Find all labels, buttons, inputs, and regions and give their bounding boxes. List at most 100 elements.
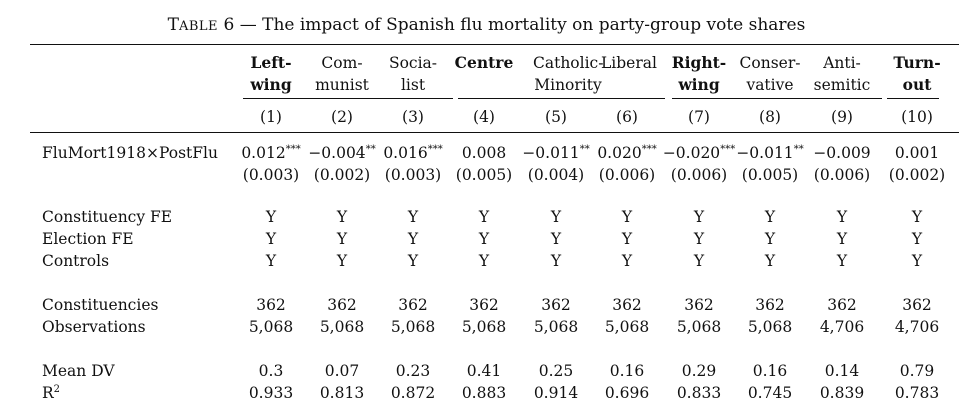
- group-rule-turnout: [887, 98, 939, 99]
- header-col-3-line2: list: [400, 76, 426, 94]
- se-col-2: (0.002): [313, 166, 371, 184]
- header-col-5-line1: Catholic-: [533, 54, 604, 72]
- controls-col-4: Y: [478, 252, 490, 270]
- controls-col-7: Y: [693, 252, 705, 270]
- election_fe-col-9: Y: [836, 230, 848, 248]
- constituencies-col-10: 362: [902, 296, 932, 314]
- constituency_fe-col-4: Y: [478, 208, 490, 226]
- controls-col-1: Y: [265, 252, 277, 270]
- election_fe-col-3: Y: [407, 230, 419, 248]
- header-col-3-number: (3): [402, 108, 424, 126]
- r2-col-8: 0.745: [747, 384, 793, 402]
- controls-col-3: Y: [407, 252, 419, 270]
- significance-stars: **: [579, 143, 590, 155]
- se-col-9: (0.006): [813, 166, 871, 184]
- constituencies-col-7: 362: [684, 296, 714, 314]
- controls-col-6: Y: [621, 252, 633, 270]
- controls-col-2: Y: [336, 252, 348, 270]
- election_fe-col-4: Y: [478, 230, 490, 248]
- se-col-6: (0.006): [598, 166, 656, 184]
- constituency_fe-col-2: Y: [336, 208, 348, 226]
- coef-col-4: 0.008: [461, 144, 507, 162]
- r-squared-superscript: 2: [53, 383, 61, 395]
- mean_dv-col-3: 0.23: [395, 362, 431, 380]
- coef-col-9: −0.009: [813, 144, 871, 162]
- constituency_fe-col-9: Y: [836, 208, 848, 226]
- header-col-7-number: (7): [688, 108, 710, 126]
- significance-stars: ***: [285, 143, 301, 155]
- observations-col-8: 5,068: [747, 318, 793, 336]
- mean_dv-col-2: 0.07: [324, 362, 360, 380]
- election_fe-col-1: Y: [265, 230, 277, 248]
- mean_dv-col-5: 0.25: [538, 362, 574, 380]
- header-col-8-number: (8): [759, 108, 781, 126]
- coef-col-2: −0.004**: [308, 143, 376, 162]
- r2-col-7: 0.833: [676, 384, 722, 402]
- constituencies-col-2: 362: [327, 296, 357, 314]
- mean_dv-col-9: 0.14: [824, 362, 860, 380]
- se-col-10: (0.002): [888, 166, 946, 184]
- significance-stars: ***: [720, 143, 736, 155]
- controls-col-5: Y: [550, 252, 562, 270]
- header-minority-label: Minority: [534, 76, 602, 94]
- header-bottom-rule: [30, 132, 959, 133]
- coef-col-5: −0.011**: [522, 143, 590, 162]
- header-col-8-line1: Conser-: [739, 54, 801, 72]
- row-label-mean_dv: Mean DV: [42, 362, 115, 380]
- row-label-constituencies: Constituencies: [42, 296, 159, 314]
- se-col-7: (0.006): [670, 166, 728, 184]
- r2-col-5: 0.914: [533, 384, 579, 402]
- group-rule-centre: [458, 98, 665, 99]
- significance-stars: **: [793, 143, 804, 155]
- row-label-flumort: FluMort1918×PostFlu: [42, 144, 218, 162]
- header-col-2-line1: Com-: [321, 54, 363, 72]
- header-col-10-line2: out: [902, 75, 932, 94]
- caption-dash: —: [239, 15, 257, 35]
- r2-col-10: 0.783: [894, 384, 940, 402]
- header-col-4-line1: Centre: [454, 53, 514, 72]
- observations-col-2: 5,068: [319, 318, 365, 336]
- controls-col-9: Y: [836, 252, 848, 270]
- r2-col-2: 0.813: [319, 384, 365, 402]
- constituency_fe-col-6: Y: [621, 208, 633, 226]
- header-col-9-line2: semitic: [813, 76, 871, 94]
- caption-number: 6: [223, 15, 235, 35]
- se-col-5: (0.004): [527, 166, 585, 184]
- constituencies-col-8: 362: [755, 296, 785, 314]
- header-col-8-line2: vative: [746, 76, 794, 94]
- coef-col-10: 0.001: [894, 144, 940, 162]
- header-col-4-number: (4): [473, 108, 495, 126]
- se-col-3: (0.003): [384, 166, 442, 184]
- significance-stars: ***: [427, 143, 443, 155]
- election_fe-col-6: Y: [621, 230, 633, 248]
- observations-col-1: 5,068: [248, 318, 294, 336]
- observations-col-4: 5,068: [461, 318, 507, 336]
- constituency_fe-col-1: Y: [265, 208, 277, 226]
- header-col-10-line1: Turn-: [893, 53, 941, 72]
- observations-col-6: 5,068: [604, 318, 650, 336]
- constituencies-col-9: 362: [827, 296, 857, 314]
- caption-label-rest: ABLE: [178, 19, 219, 34]
- mean_dv-col-4: 0.41: [466, 362, 502, 380]
- header-col-5-number: (5): [545, 108, 567, 126]
- coef-col-1: 0.012***: [241, 143, 301, 162]
- r2-col-4: 0.883: [461, 384, 507, 402]
- header-col-1-line1: Left-: [250, 53, 292, 72]
- controls-col-10: Y: [911, 252, 923, 270]
- significance-stars: ***: [641, 143, 657, 155]
- se-col-1: (0.003): [242, 166, 300, 184]
- election_fe-col-5: Y: [550, 230, 562, 248]
- constituencies-col-4: 362: [469, 296, 499, 314]
- mean_dv-col-1: 0.3: [258, 362, 284, 380]
- election_fe-col-10: Y: [911, 230, 923, 248]
- caption-label-initial: T: [167, 15, 179, 35]
- controls-col-8: Y: [764, 252, 776, 270]
- coef-col-6: 0.020***: [597, 143, 657, 162]
- mean_dv-col-6: 0.16: [609, 362, 645, 380]
- constituency_fe-col-8: Y: [764, 208, 776, 226]
- header-col-9-number: (9): [831, 108, 853, 126]
- r2-col-6: 0.696: [604, 384, 650, 402]
- header-col-3-line1: Socia-: [388, 54, 438, 72]
- election_fe-col-2: Y: [336, 230, 348, 248]
- row-label-observations: Observations: [42, 318, 146, 336]
